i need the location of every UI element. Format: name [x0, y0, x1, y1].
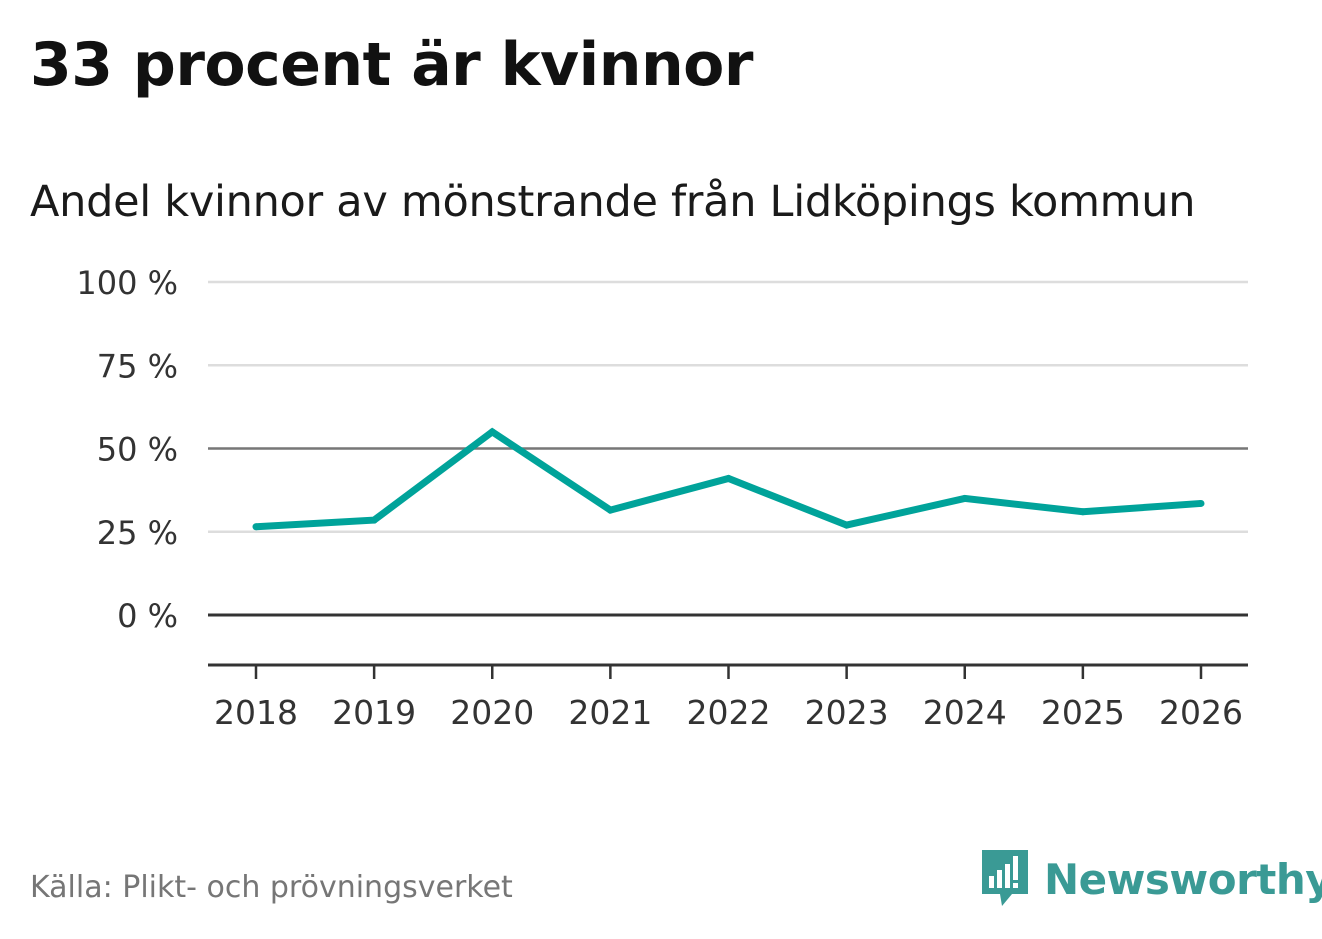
x-tick-label: 2024	[923, 693, 1007, 732]
y-axis-ticks: 0 % 25 % 50 % 75 % 100 %	[76, 264, 178, 635]
data-point-2023	[843, 521, 851, 529]
data-point-2026	[1197, 499, 1205, 507]
y-tick-label: 75 %	[97, 347, 178, 385]
data-point-2024	[961, 494, 969, 502]
x-tick-label: 2025	[1041, 693, 1125, 732]
x-tick-label: 2023	[805, 693, 889, 732]
y-tick-label: 50 %	[97, 431, 178, 469]
x-tick-label: 2019	[332, 693, 416, 732]
x-tick-label: 2018	[214, 693, 298, 732]
data-point-2020	[488, 428, 496, 436]
source-note: Källa: Plikt- och prövningsverket	[30, 870, 513, 905]
x-tick-label: 2020	[450, 693, 534, 732]
y-tick-label: 100 %	[76, 264, 178, 302]
x-tick-label: 2026	[1159, 693, 1243, 732]
x-tick-label: 2021	[568, 693, 652, 732]
chart-title: 33 procent är kvinnor	[30, 30, 753, 100]
data-point-2018	[252, 523, 260, 531]
brand-name: Newsworthy	[1044, 854, 1322, 904]
x-tick-label: 2022	[687, 693, 771, 732]
series-layer	[252, 427, 1205, 531]
data-point-2025	[1079, 508, 1087, 516]
brand-logo: Newsworthy	[980, 848, 1322, 910]
y-tick-label: 0 %	[117, 597, 178, 635]
x-axis: 2018 2019 2020 2021 2022 2023 2024 2025 2026	[208, 663, 1248, 732]
data-point-2021	[606, 506, 614, 514]
data-point-2019	[370, 516, 378, 524]
grid-layer	[208, 280, 1248, 617]
newsworthy-logo-icon	[982, 850, 1028, 906]
data-point-2022	[725, 474, 732, 482]
y-tick-label: 25 %	[97, 514, 178, 552]
chart-subtitle: Andel kvinnor av mönstrande från Lidköpi…	[30, 177, 1196, 227]
